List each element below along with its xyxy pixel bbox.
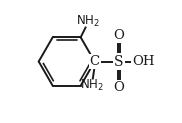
Text: C: C [90,55,100,68]
Text: O: O [114,30,124,42]
Text: O: O [114,81,124,93]
Text: NH$_2$: NH$_2$ [76,14,100,29]
Text: S: S [114,54,124,69]
Text: OH: OH [132,55,155,68]
Text: NH$_2$: NH$_2$ [80,78,104,93]
